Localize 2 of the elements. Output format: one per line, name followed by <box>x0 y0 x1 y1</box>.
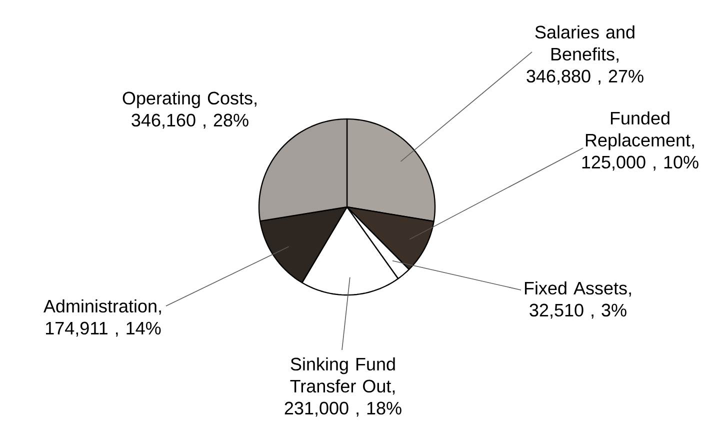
slice-label: Fixed Assets <box>524 281 627 295</box>
slice-label: Administration <box>44 299 156 313</box>
